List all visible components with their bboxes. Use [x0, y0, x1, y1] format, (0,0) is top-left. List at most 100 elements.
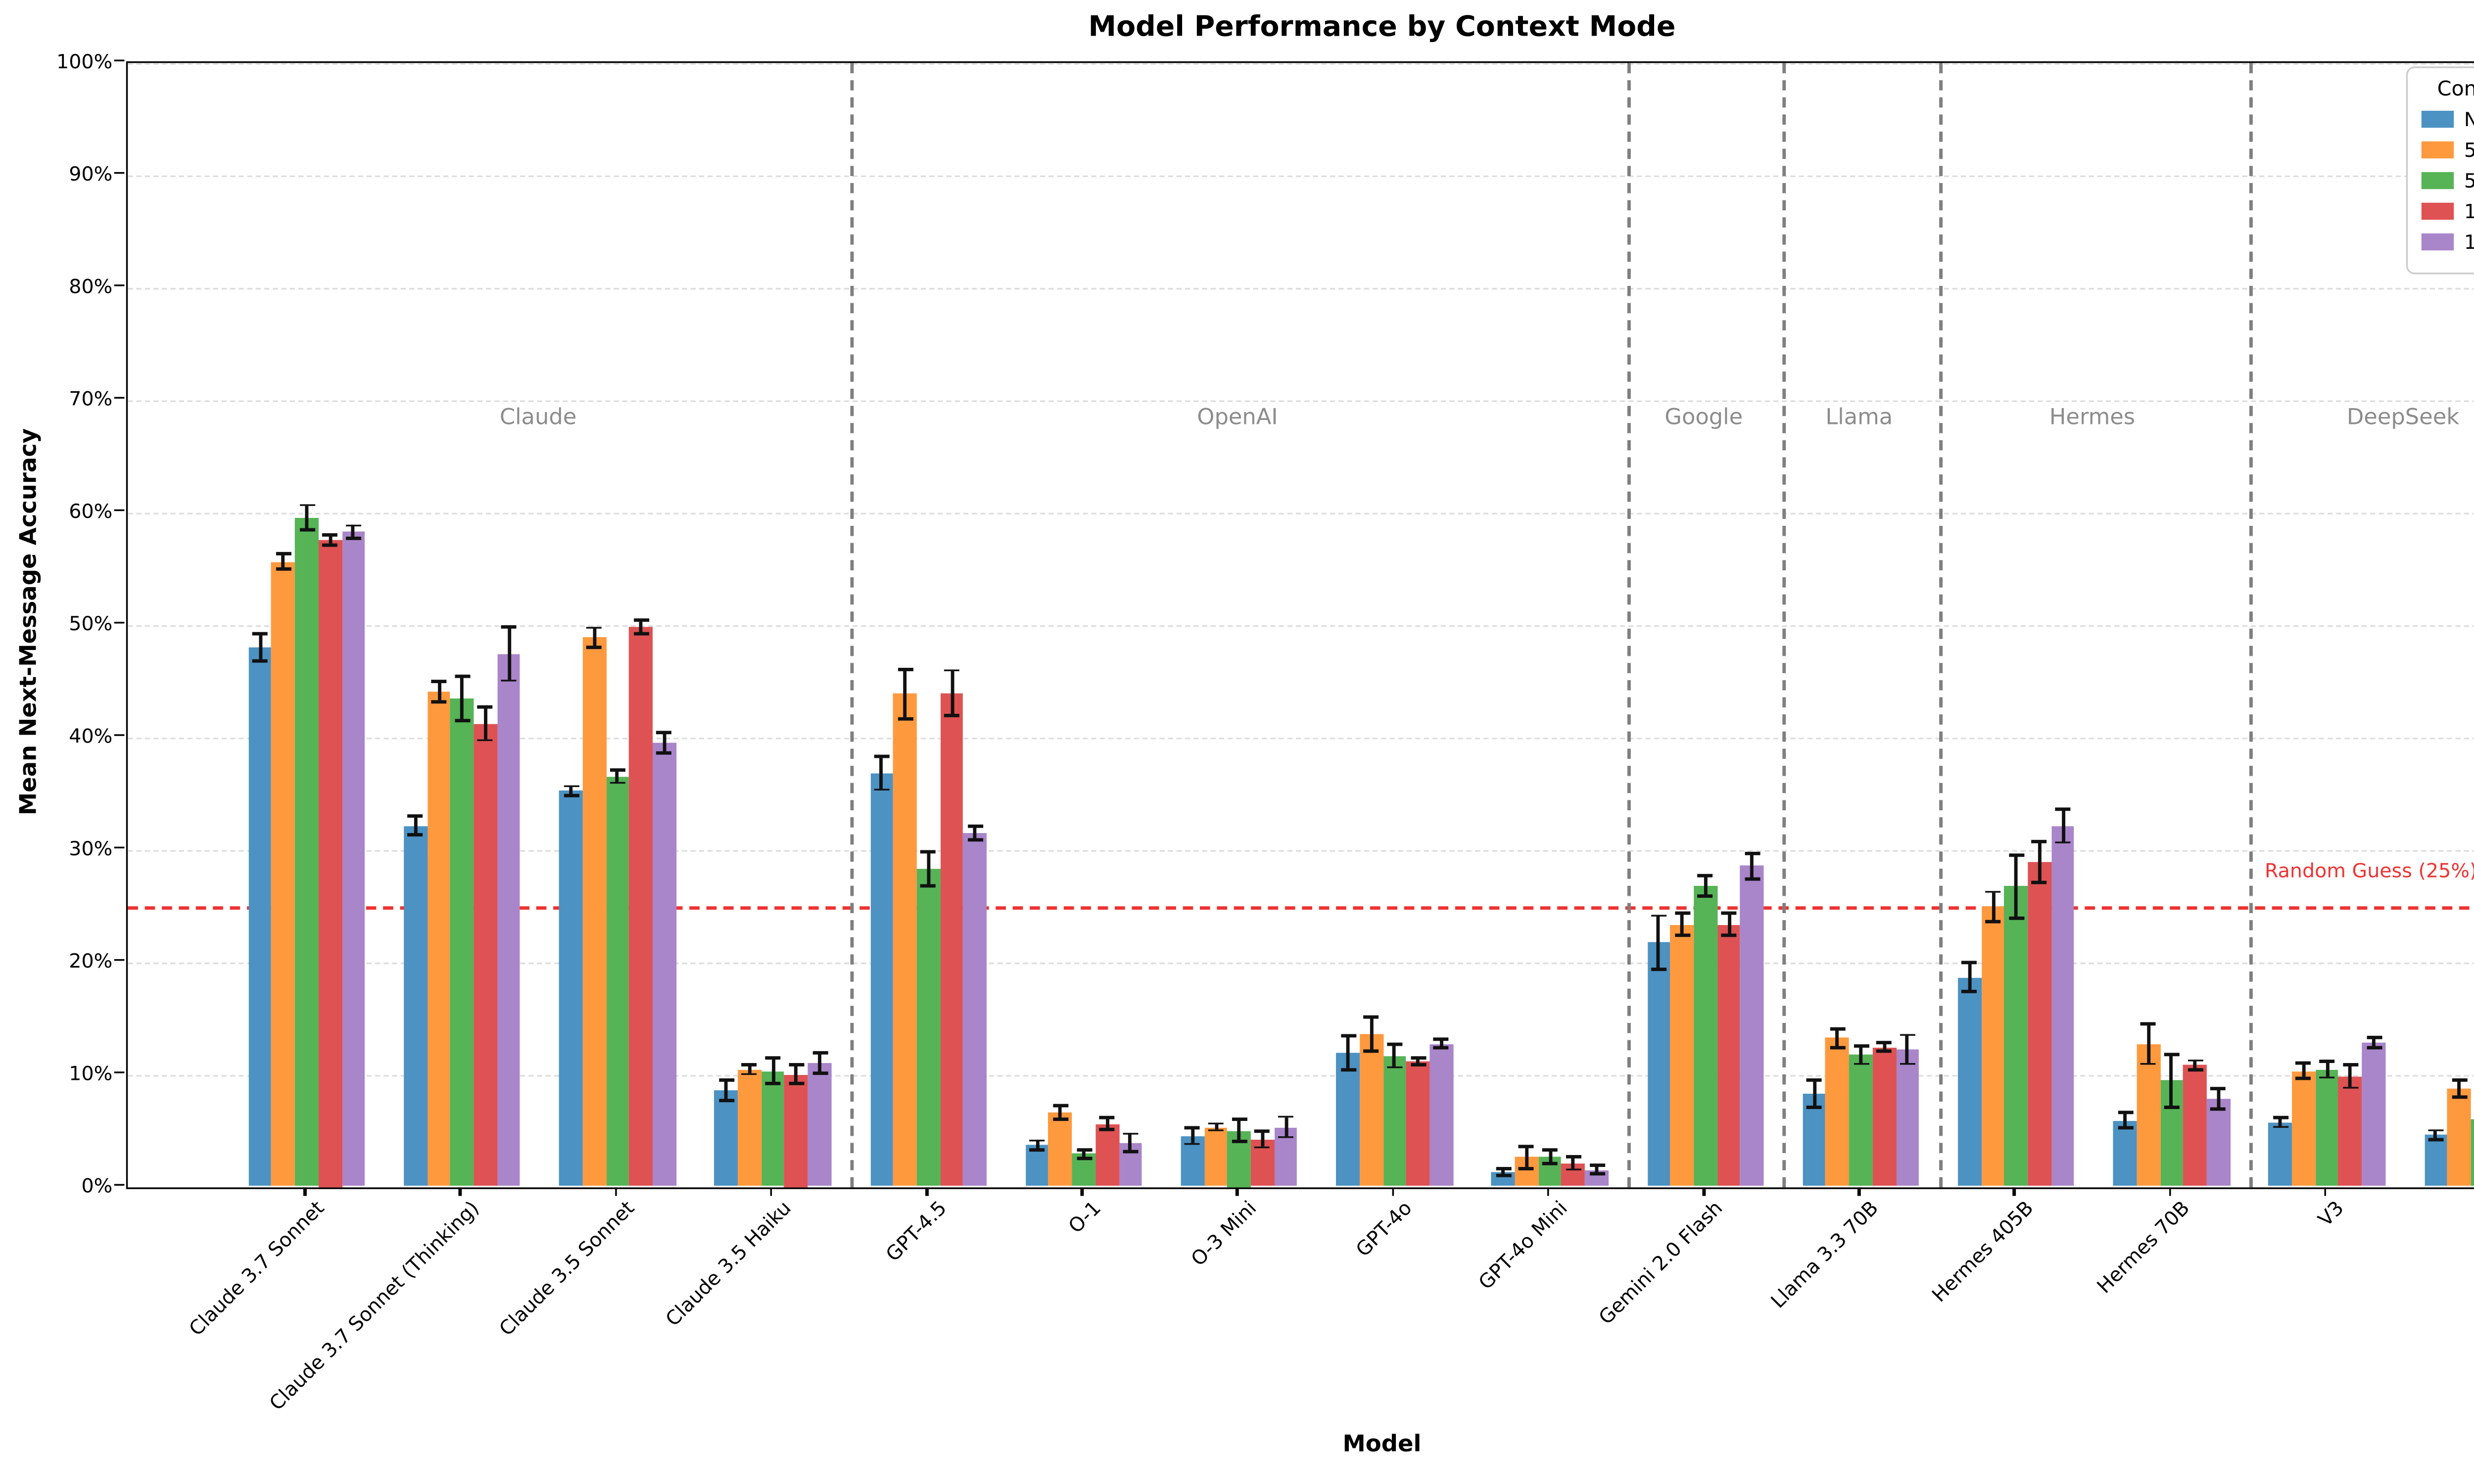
error-bar	[351, 525, 355, 539]
y-tick-mark	[114, 846, 125, 849]
vendor-section-label: DeepSeek	[2346, 405, 2460, 431]
error-bar-cap	[1876, 1041, 1892, 1044]
x-tick-mark	[459, 1187, 462, 1196]
error-bar-cap	[2164, 1106, 2180, 1110]
bar	[450, 698, 474, 1187]
bar	[963, 833, 987, 1187]
y-tick-mark	[114, 171, 125, 175]
error-bar-cap	[322, 533, 338, 536]
error-bar-cap	[1255, 1130, 1271, 1133]
error-bar-cap	[2141, 1021, 2156, 1025]
error-bar-cap	[501, 679, 517, 682]
error-bar-cap	[2117, 1111, 2133, 1114]
error-bar-cap	[2451, 1096, 2467, 1100]
y-tick-label: 50%	[69, 610, 113, 635]
vendor-section-label: Llama	[1825, 405, 1893, 431]
error-bar-cap	[1185, 1126, 1200, 1130]
error-bar	[2014, 855, 2018, 918]
error-bar-cap	[1674, 934, 1690, 937]
error-bar-cap	[610, 781, 625, 785]
error-bar-cap	[1076, 1148, 1092, 1151]
error-bar-cap	[1806, 1078, 1822, 1081]
x-tick-label: Hermes 70B	[2092, 1196, 2194, 1298]
bar	[2206, 1099, 2230, 1187]
bar	[2183, 1065, 2207, 1187]
x-tick-label: O-1	[1063, 1196, 1106, 1238]
error-bar	[1439, 1039, 1443, 1049]
error-bar-cap	[2296, 1077, 2312, 1080]
error-bar	[926, 851, 930, 885]
error-bar	[903, 669, 907, 719]
x-tick-mark	[1547, 1187, 1550, 1196]
error-bar	[1346, 1036, 1350, 1070]
gridline	[128, 174, 2474, 177]
error-bar	[1284, 1116, 1288, 1137]
bar	[761, 1070, 785, 1187]
bar	[1802, 1093, 1826, 1187]
bar	[784, 1074, 808, 1187]
error-bar-cap	[431, 680, 447, 684]
error-bar-cap	[2055, 807, 2071, 811]
error-bar	[258, 633, 262, 660]
error-bar-cap	[1029, 1148, 1045, 1151]
error-bar	[1214, 1123, 1218, 1130]
bar	[1204, 1127, 1228, 1187]
bar	[582, 638, 606, 1187]
error-bar	[1882, 1042, 1886, 1052]
error-bar-cap	[1255, 1146, 1271, 1149]
error-bar-cap	[1386, 1043, 1402, 1047]
error-bar-cap	[765, 1057, 781, 1060]
error-bar-cap	[1410, 1057, 1426, 1060]
legend: Context Mode No Context 50 Raw 50 Summary 1…	[2406, 66, 2474, 275]
x-tick-mark	[2168, 1187, 2172, 1196]
error-bar-cap	[1806, 1105, 1822, 1109]
error-bar	[2457, 1079, 2461, 1098]
gridline	[128, 287, 2474, 289]
bar	[2447, 1088, 2471, 1187]
error-bar-cap	[633, 632, 649, 635]
error-bar-cap	[1208, 1128, 1224, 1132]
x-tick-label: GPT-4o	[1351, 1196, 1417, 1261]
legend-swatch	[2421, 110, 2454, 128]
error-bar-cap	[1589, 1163, 1605, 1167]
gridline	[128, 399, 2474, 402]
error-bar	[483, 706, 487, 741]
error-bar-cap	[2210, 1087, 2226, 1090]
vendor-separator-line	[1627, 62, 1631, 1187]
legend-label: 50 Raw	[2464, 138, 2474, 162]
error-bar-cap	[2273, 1125, 2288, 1129]
error-bar-cap	[1052, 1117, 1068, 1121]
random-guess-line	[128, 905, 2474, 909]
x-tick-label: GPT-4.5	[880, 1196, 951, 1266]
y-tick-label: 10%	[69, 1060, 113, 1085]
gridline	[128, 1074, 2474, 1076]
error-bar-cap	[1519, 1167, 1534, 1170]
error-bar-cap	[897, 717, 913, 721]
error-bar-cap	[897, 668, 913, 671]
error-bar-cap	[1278, 1135, 1294, 1139]
error-bar-cap	[944, 669, 959, 672]
x-tick-mark	[303, 1187, 307, 1196]
bar	[2471, 1119, 2474, 1187]
error-bar	[2372, 1038, 2376, 1047]
gridline	[128, 624, 2474, 626]
error-bar	[1859, 1046, 1863, 1064]
error-bar-cap	[944, 714, 959, 717]
error-bar	[724, 1079, 728, 1100]
error-bar-cap	[1566, 1168, 1581, 1171]
bar	[2424, 1135, 2448, 1187]
error-bar	[748, 1065, 752, 1074]
y-tick-label: 20%	[69, 948, 113, 972]
x-tick-mark	[614, 1187, 618, 1196]
y-tick-mark	[114, 734, 125, 737]
error-bar-cap	[345, 524, 361, 527]
bar	[652, 742, 676, 1187]
error-bar	[1571, 1156, 1575, 1170]
x-tick-label: O-3 Mini	[1186, 1196, 1261, 1271]
error-bar-cap	[1363, 1049, 1379, 1052]
vendor-section-label: Claude	[499, 405, 577, 431]
x-tick-label: GPT-4o Mini	[1474, 1196, 1572, 1295]
bar	[1336, 1053, 1360, 1187]
error-bar-cap	[1744, 852, 1760, 855]
error-bar-cap	[563, 793, 579, 797]
